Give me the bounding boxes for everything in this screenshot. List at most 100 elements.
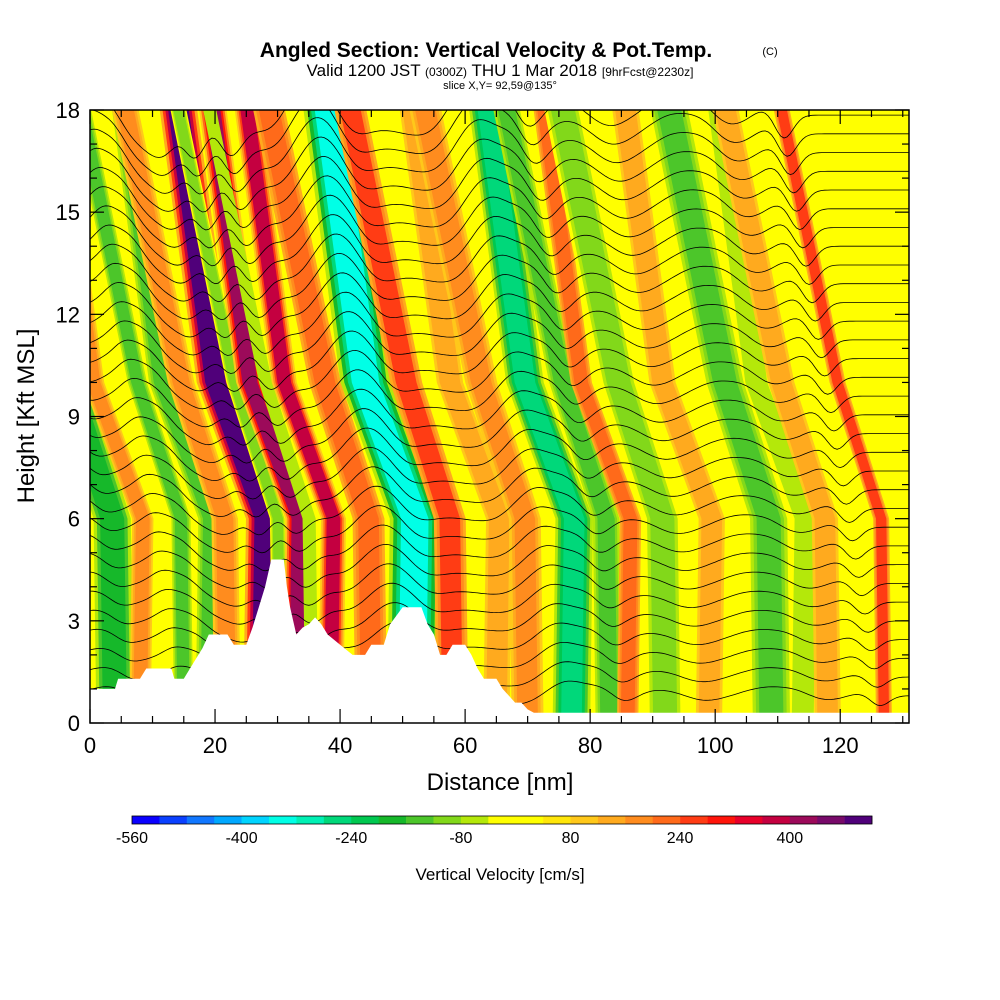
- velocity-band-level: [477, 110, 585, 723]
- velocity-band-level: [337, 110, 466, 723]
- velocity-band-level: [168, 110, 276, 723]
- theta-contour-line: [90, 369, 909, 428]
- axis-ticks: [89, 109, 909, 724]
- theta-contour-line: [90, 272, 909, 339]
- theta-contour-line: [90, 388, 909, 446]
- x-tick-label: 40: [328, 733, 352, 758]
- colorbar-swatch: [515, 816, 544, 824]
- colorbar-swatch: [570, 816, 599, 824]
- colorbar-swatch: [323, 816, 352, 824]
- valid-date: THU 1 Mar 2018: [471, 61, 597, 80]
- velocity-band-level: [205, 110, 307, 723]
- colorbar-swatch: [844, 816, 873, 824]
- colorbar-tick-labels: -560 -400 -240 -80 80 240 400: [116, 830, 803, 847]
- colorbar-swatch: [186, 816, 215, 824]
- colorbar-swatch: [241, 816, 270, 824]
- y-tick-label: 6: [68, 507, 80, 532]
- chart-title-tag: (C): [762, 46, 777, 58]
- theta-contour-line: [90, 582, 909, 626]
- x-tick-label: 100: [697, 733, 734, 758]
- x-tick-label: 0: [84, 733, 96, 758]
- velocity-band-level: [774, 110, 875, 723]
- velocity-band-level: [253, 110, 388, 723]
- colorbar-tick-label: 80: [562, 830, 580, 847]
- slice-info: slice X,Y= 92,59@135°: [443, 80, 557, 92]
- colorbar-tick-label: -400: [226, 830, 258, 847]
- theta-contour-line: [90, 194, 909, 267]
- velocity-band-level: [90, 305, 150, 723]
- theta-contour-line: [90, 175, 909, 249]
- colorbar-swatch: [652, 816, 681, 824]
- colorbar-swatch: [460, 816, 489, 824]
- colorbar-swatch: [762, 816, 791, 824]
- theta-contour-line: [90, 524, 909, 572]
- colorbar-swatch: [296, 816, 325, 824]
- colorbar-swatch: [406, 816, 434, 824]
- theta-contour-line: [90, 563, 909, 608]
- forecast-tag: [9hrFcst@2230z]: [602, 65, 694, 79]
- velocity-band: [708, 110, 817, 723]
- valid-time: Valid 1200 JST (0300Z) THU 1 Mar 2018 [9…: [307, 61, 694, 80]
- colorbar-swatch: [597, 816, 626, 824]
- colorbar-tick-label: -240: [335, 830, 367, 847]
- velocity-band-level: [712, 110, 841, 723]
- colorbar-swatch: [734, 816, 763, 824]
- x-tick-label: 20: [203, 733, 227, 758]
- velocity-band-level: [550, 110, 678, 723]
- velocity-band-level: [715, 110, 839, 723]
- velocity-band-level: [415, 110, 538, 723]
- velocity-band: [774, 110, 875, 723]
- theta-contour-line: [90, 110, 909, 177]
- velocity-band-level: [537, 110, 638, 723]
- velocity-band: [544, 110, 684, 723]
- colorbar-swatch: [269, 816, 297, 824]
- colorbar-tick-label: 400: [776, 830, 803, 847]
- x-tick-label: 80: [578, 733, 602, 758]
- velocity-band: [773, 110, 892, 723]
- colorbar-swatch: [378, 816, 407, 824]
- colorbar-swatch: [707, 816, 736, 824]
- colorbar-swatch: [351, 816, 379, 824]
- x-axis-label: Distance [nm]: [427, 769, 574, 796]
- colorbar-swatch: [543, 816, 571, 824]
- theta-contour-line: [90, 291, 909, 356]
- theta-contour-line: [113, 110, 909, 159]
- y-tick-label: 0: [68, 711, 80, 736]
- velocity-band: [90, 277, 154, 723]
- y-tick-label: 12: [56, 302, 80, 327]
- velocity-band-level: [112, 110, 241, 723]
- velocity-band-level: [334, 110, 469, 723]
- colorbar-swatch: [214, 816, 242, 824]
- velocity-band: [469, 110, 593, 723]
- velocity-band: [612, 110, 725, 723]
- velocity-band-level: [90, 411, 128, 723]
- y-tick-label: 15: [56, 200, 80, 225]
- theta-contour-line: [90, 427, 909, 482]
- colorbar-tick-label: -560: [116, 830, 148, 847]
- theta-contour-line: [90, 233, 909, 303]
- colorbar-swatch: [625, 816, 654, 824]
- valid-prefix: Valid 1200 JST: [307, 61, 421, 80]
- colorbar-label: Vertical Velocity [cm/s]: [415, 865, 584, 884]
- y-tick-label: 3: [68, 609, 80, 634]
- colorbar-frame: [131, 815, 873, 825]
- colorbar-tick-label: 240: [667, 830, 694, 847]
- velocity-band: [712, 110, 841, 723]
- y-axis-label: Height [Kft MSL]: [13, 329, 40, 504]
- theta-contour-line: [90, 117, 909, 195]
- colorbar-swatch: [789, 816, 818, 824]
- colorbar-swatch: [488, 816, 517, 824]
- velocity-band: [303, 110, 440, 723]
- theta-contour-line: [90, 543, 909, 590]
- x-tick-labels: 0 20 40 60 80 100 120: [84, 733, 859, 758]
- velocity-band-level: [90, 120, 190, 723]
- colorbar: [131, 815, 873, 825]
- velocity-band-level: [314, 110, 429, 723]
- velocity-band-level: [615, 110, 723, 723]
- y-tick-label: 18: [56, 98, 80, 123]
- theta-contour-line: [90, 311, 909, 374]
- theta-contour-line: [90, 155, 909, 231]
- theta-contour-line: [90, 446, 909, 500]
- colorbar-swatch: [132, 816, 160, 824]
